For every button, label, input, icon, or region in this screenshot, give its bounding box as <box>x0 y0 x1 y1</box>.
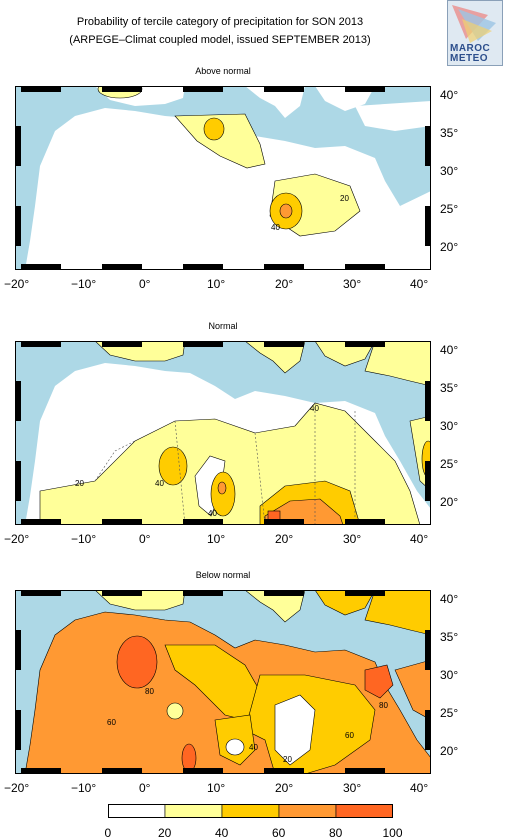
figure-title: Probability of tercile category of preci… <box>76 16 364 28</box>
colorbar-tick-label: 60 <box>272 826 286 840</box>
contour-60-chad <box>264 498 344 525</box>
contour-20-libya <box>274 694 316 766</box>
sea-area <box>15 86 431 270</box>
lon-tick-label: 40° <box>410 781 429 795</box>
sea-area <box>15 590 431 774</box>
lat-tick-label: 35° <box>440 381 459 395</box>
colorbar-cell <box>164 804 223 818</box>
contour-80-egypt <box>364 664 394 699</box>
lat-tick-label: 40° <box>440 592 459 606</box>
lat-tick-label: 20° <box>440 495 459 509</box>
map-frame <box>15 341 431 525</box>
lon-tick-label: 30° <box>343 781 362 795</box>
contour-60-libya <box>279 203 293 219</box>
colorbar-cell <box>108 804 166 818</box>
lat-tick-label: 30° <box>440 419 459 433</box>
figure-subtitle: (ARPEGE–Climat coupled model, issued SEP… <box>69 34 371 46</box>
lon-tick-label: 40° <box>410 277 429 291</box>
lon-tick-label: 30° <box>343 532 362 546</box>
lon-tick-label: −10° <box>71 781 97 795</box>
lon-tick-label: 0° <box>139 532 151 546</box>
lon-tick-label: 20° <box>275 532 294 546</box>
sea-area <box>15 341 431 525</box>
contour-60-niger <box>217 481 227 495</box>
colorbar-tick-label: 100 <box>382 826 403 840</box>
panel-title-above-normal: Above normal <box>195 66 251 76</box>
map-normal: 20 40 40 40 <box>15 341 431 525</box>
panel-title-below-normal: Below normal <box>195 570 251 580</box>
lon-tick-label: 10° <box>207 277 226 291</box>
lat-tick-label: 20° <box>440 240 459 254</box>
italy-balkans-land <box>245 86 375 118</box>
lat-tick-label: 40° <box>440 343 459 357</box>
anatolia-land <box>355 101 431 131</box>
lon-tick-label: −10° <box>71 532 97 546</box>
lat-tick-label: 35° <box>440 630 459 644</box>
colorbar-tick-label: 40 <box>215 826 229 840</box>
lat-tick-label: 30° <box>440 164 459 178</box>
colorbar-cell <box>221 804 280 818</box>
contour-60-east-band <box>394 659 431 721</box>
contour-20-niger <box>225 738 245 756</box>
logo-emblem-icon <box>452 5 496 43</box>
contour-40-algeria <box>158 446 188 486</box>
lat-tick-label: 25° <box>440 457 459 471</box>
north-land-contour-20 <box>94 590 306 623</box>
lon-tick-label: −10° <box>71 277 97 291</box>
lon-tick-label: 0° <box>139 277 151 291</box>
lon-tick-label: 0° <box>139 781 151 795</box>
map-above-normal: 20 40 <box>15 86 431 270</box>
contour-label: 40 <box>155 479 164 488</box>
borders <box>94 403 356 525</box>
contour-label: 40 <box>310 404 319 413</box>
contour-label: 60 <box>107 718 116 727</box>
lat-tick-label: 35° <box>440 126 459 140</box>
map-frame <box>15 590 431 774</box>
lat-tick-label: 25° <box>440 202 459 216</box>
logo-text-line2: METEO <box>450 53 489 64</box>
contour-20-algeria <box>174 113 266 169</box>
contour-label: 40 <box>208 509 217 518</box>
lon-tick-label: 20° <box>275 781 294 795</box>
arabia-land <box>400 191 431 254</box>
lat-tick-label: 20° <box>440 744 459 758</box>
maroc-meteo-logo: MAROC METEO <box>447 0 503 66</box>
contour-label: 20 <box>283 755 292 764</box>
contour-label: 20 <box>340 194 349 203</box>
contour-label: 20 <box>75 479 84 488</box>
lon-tick-label: 30° <box>343 277 362 291</box>
contour-label: 40 <box>271 223 280 232</box>
contour-40-algeria <box>203 117 225 141</box>
lat-tick-label: 25° <box>440 706 459 720</box>
map-below-normal: 40 60 60 80 80 20 <box>15 590 431 774</box>
lat-tick-label: 30° <box>440 668 459 682</box>
contour-label: 80 <box>379 701 388 710</box>
colorbar <box>108 804 393 818</box>
colorbar-tick-label: 80 <box>329 826 343 840</box>
north-land-contour-20 <box>94 341 431 387</box>
lon-tick-label: −20° <box>4 277 30 291</box>
colorbar-tick-label: 0 <box>104 826 112 840</box>
panel-title-normal: Normal <box>208 321 238 331</box>
colorbar-cell <box>278 804 337 818</box>
contour-label: 60 <box>345 731 354 740</box>
lon-tick-label: −20° <box>4 781 30 795</box>
contour-label: 80 <box>145 687 154 696</box>
contour-80-chad <box>181 743 197 773</box>
lat-tick-label: 40° <box>440 88 459 102</box>
contour-80-morocco <box>116 635 158 689</box>
lon-tick-label: 10° <box>207 781 226 795</box>
lon-tick-label: 40° <box>410 532 429 546</box>
contour-label: 40 <box>249 743 258 752</box>
colorbar-tick-label: 20 <box>158 826 172 840</box>
lon-tick-label: 10° <box>207 532 226 546</box>
lon-tick-label: 20° <box>275 277 294 291</box>
contour-40-anatolia <box>314 590 431 636</box>
logo-text-line1: MAROC <box>450 43 491 54</box>
contour-20-algeria <box>166 702 184 720</box>
colorbar-cell <box>335 804 393 818</box>
lon-tick-label: −20° <box>4 532 30 546</box>
map-frame <box>15 86 431 270</box>
